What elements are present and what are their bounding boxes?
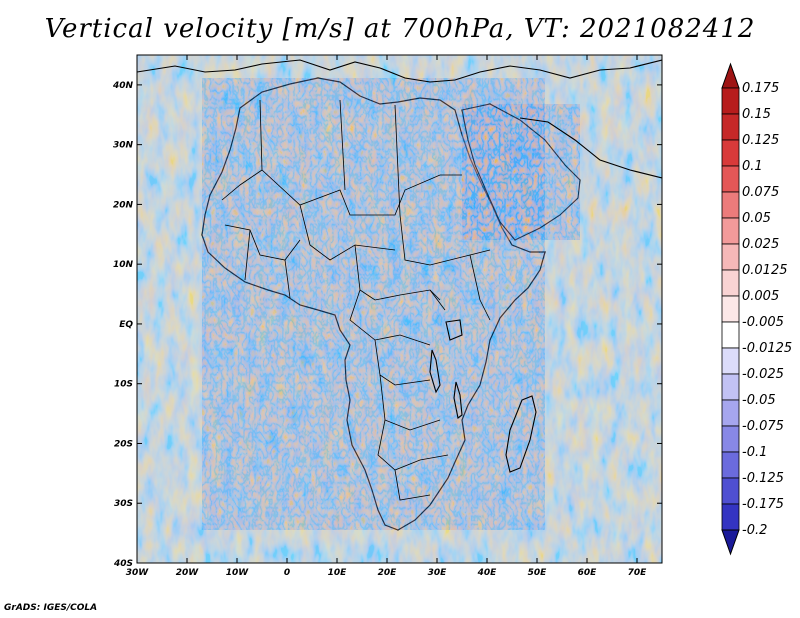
colorbar-swatch <box>721 243 740 271</box>
colorbar-label: 0.005 <box>742 289 779 304</box>
x-tick-label: 40E <box>477 568 498 578</box>
colorbar-label: -0.0125 <box>742 341 792 356</box>
x-tick-label: 0 <box>284 568 290 578</box>
x-tick-label: 50E <box>528 568 548 578</box>
colorbar-swatch <box>721 451 740 479</box>
colorbar-swatch <box>721 347 740 375</box>
y-tick-label: EQ <box>119 320 133 330</box>
x-tick-label: 20W <box>176 568 200 578</box>
colorbar-label: -0.125 <box>742 471 784 486</box>
chart-title: Vertical velocity [m/s] at 700hPa, VT: 2… <box>44 14 756 44</box>
y-tick-label: 30N <box>113 141 134 151</box>
colorbar-swatch <box>721 139 740 167</box>
x-tick-label: 70E <box>628 568 648 578</box>
colorbar-swatch <box>721 503 740 531</box>
colorbar-label: 0.125 <box>742 133 779 148</box>
y-tick-label: 20N <box>113 200 134 210</box>
colorbar-label: 0.175 <box>742 81 779 96</box>
lake-victoria <box>445 319 463 341</box>
colorbar-swatch <box>721 87 740 115</box>
madagascar-coastline <box>505 395 537 473</box>
colorbar-label: -0.025 <box>742 367 784 382</box>
axis-ticks: 30W 20W 10W 0 10E 20E 30E 40E 50E 60E 70E 40N 30N 20N… <box>112 55 662 578</box>
colorbar-label: -0.005 <box>742 315 784 330</box>
colorbar: 0.175 0.15 0.125 0.1 0.075 0.05 0.025 0.0125 0.0… <box>721 62 792 556</box>
colorbar-swatch <box>721 477 740 505</box>
colorbar-label: -0.175 <box>742 497 784 512</box>
colorbar-label: 0.0125 <box>742 263 788 278</box>
colorbar-label: 0.075 <box>742 185 779 200</box>
mediterranean-north-coast <box>137 59 662 83</box>
y-tick-label: 40N <box>112 81 134 91</box>
colorbar-swatch <box>721 113 740 141</box>
colorbar-swatch <box>721 321 740 349</box>
colorbar-label: -0.075 <box>742 419 784 434</box>
colorbar-label: 0.025 <box>742 237 779 252</box>
lake-tanganyika <box>429 349 441 394</box>
colorbar-label: 0.1 <box>742 159 763 174</box>
colorbar-swatch <box>721 295 740 323</box>
colorbar-label: -0.2 <box>742 523 767 538</box>
x-tick-label: 10W <box>226 568 250 578</box>
y-tick-label: 20S <box>114 439 133 449</box>
x-tick-label: 30E <box>428 568 448 578</box>
colorbar-top-triangle <box>721 62 740 89</box>
map-area <box>137 55 662 563</box>
arabia-land-texture <box>462 104 580 240</box>
x-tick-label: 30W <box>126 568 150 578</box>
colorbar-swatch <box>721 425 740 453</box>
map-frame <box>136 54 663 564</box>
colorbar-swatch <box>721 191 740 219</box>
colorbar-swatch <box>721 217 740 245</box>
x-tick-label: 60E <box>578 568 598 578</box>
colorbar-swatch <box>721 373 740 401</box>
colorbar-label: 0.05 <box>742 211 771 226</box>
colorbar-bottom-triangle <box>721 529 740 556</box>
colorbar-label: 0.15 <box>742 107 771 122</box>
colorbar-swatch <box>721 269 740 297</box>
grads-credit: GrADS: IGES/COLA <box>4 603 98 613</box>
x-tick-label: 20E <box>378 568 398 578</box>
y-tick-label: 40S <box>113 559 133 569</box>
x-tick-label: 10E <box>328 568 348 578</box>
lake-malawi <box>453 381 463 419</box>
colorbar-label: -0.1 <box>742 445 767 460</box>
y-tick-label: 30S <box>114 499 133 509</box>
y-tick-label: 10S <box>114 380 133 390</box>
y-tick-label: 10N <box>113 260 134 270</box>
colorbar-swatch <box>721 399 740 427</box>
asia-coastline <box>519 117 662 179</box>
country-borders <box>221 99 491 501</box>
colorbar-label: -0.05 <box>742 393 776 408</box>
colorbar-swatch <box>721 165 740 193</box>
